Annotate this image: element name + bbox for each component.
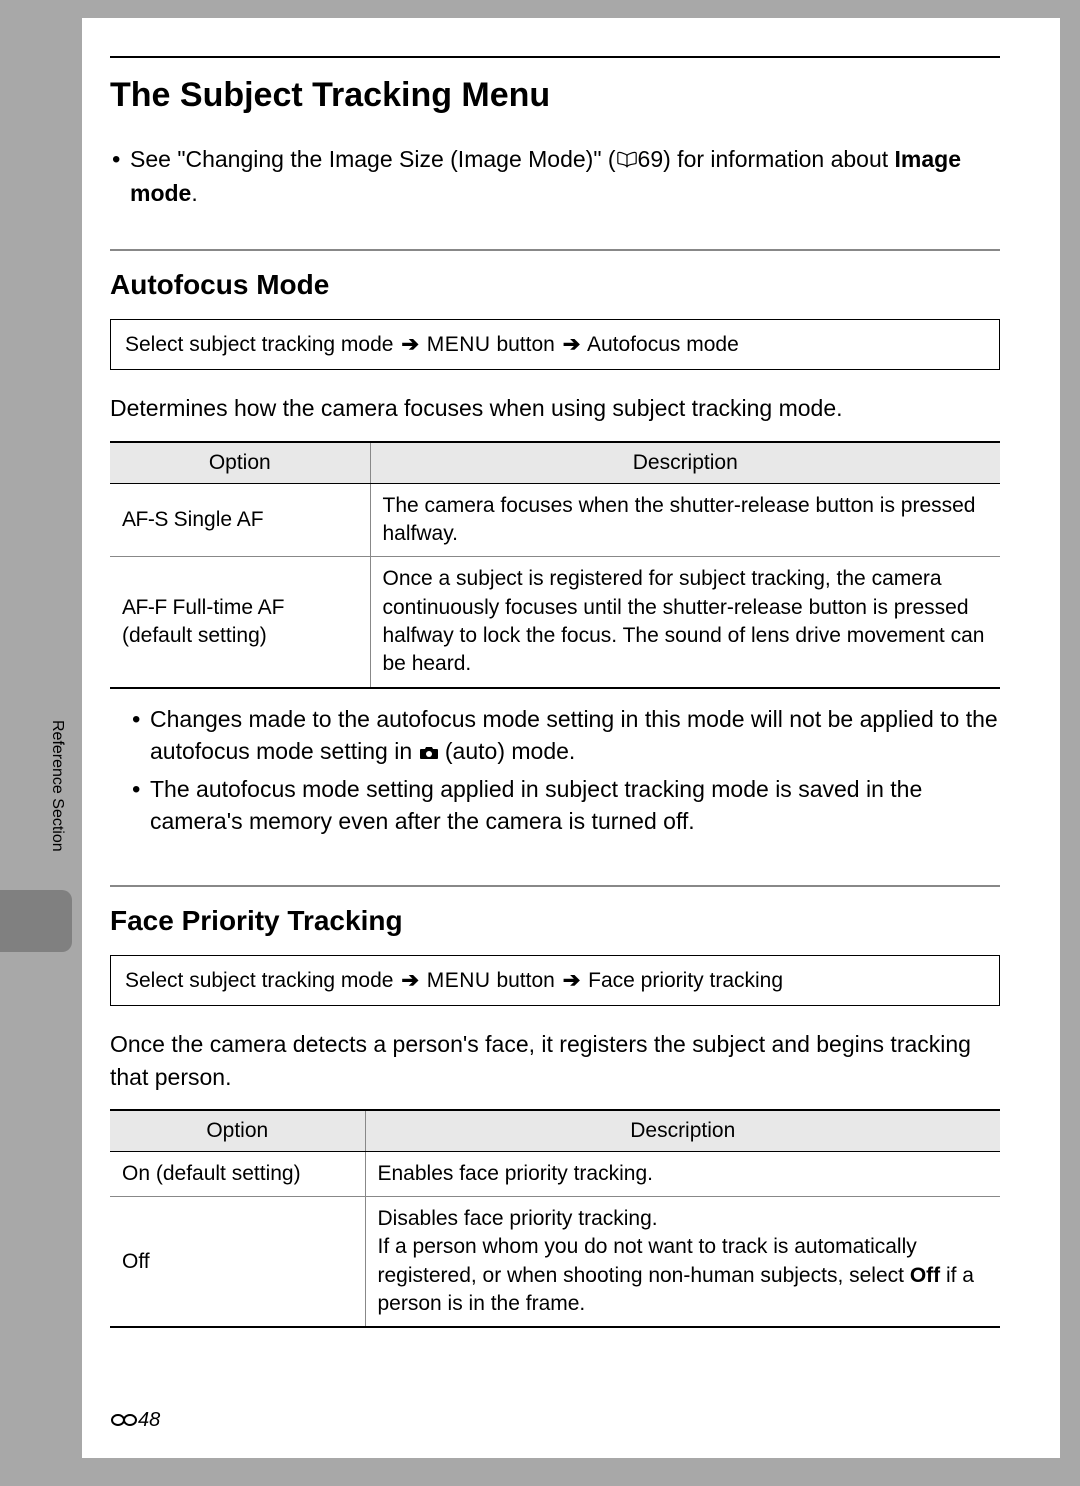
- intro-page-ref: 69: [638, 146, 664, 172]
- th-description: Description: [370, 442, 1000, 484]
- book-icon: [616, 145, 638, 177]
- td-desc: Once a subject is registered for subject…: [370, 557, 1000, 688]
- page-title: The Subject Tracking Menu: [110, 76, 1000, 115]
- th-option: Option: [110, 442, 370, 484]
- td-desc: Enables face priority tracking.: [365, 1151, 1000, 1196]
- page-number-value: 48: [138, 1409, 160, 1431]
- section-desc: Determines how the camera focuses when u…: [110, 392, 1000, 424]
- table-row: AF-F Full-time AF (default setting) Once…: [110, 557, 1000, 688]
- autofocus-table: Option Description AF-S Single AF The ca…: [110, 441, 1000, 689]
- arrow-icon: ➔: [401, 969, 419, 992]
- af-label: Single AF: [168, 508, 264, 531]
- intro-end: .: [191, 180, 197, 206]
- top-rule: [110, 56, 1000, 58]
- nav-path-autofocus: Select subject tracking mode ➔ MENU butt…: [110, 319, 1000, 370]
- td-option: On (default setting): [110, 1151, 365, 1196]
- note-1b: (auto) mode.: [439, 738, 576, 764]
- desc-line-b: If a person whom you do not want to trac…: [378, 1235, 917, 1286]
- nav-b-rest: button: [491, 333, 555, 356]
- table-row: Off Disables face priority tracking. If …: [110, 1197, 1000, 1328]
- desc-bold: Off: [910, 1264, 940, 1287]
- note-item: Changes made to the autofocus mode setti…: [150, 703, 1000, 769]
- table-row: AF-S Single AF The camera focuses when t…: [110, 483, 1000, 557]
- arrow-icon: ➔: [401, 333, 419, 356]
- nav-a: Select subject tracking mode: [125, 333, 393, 356]
- arrow-icon: ➔: [563, 333, 581, 356]
- notes-list: Changes made to the autofocus mode setti…: [110, 703, 1000, 838]
- nav-menu: MENU: [427, 333, 491, 356]
- section-heading-face: Face Priority Tracking: [110, 905, 1000, 937]
- section-rule: [110, 249, 1000, 251]
- camera-icon: [419, 737, 439, 769]
- arrow-icon: ➔: [563, 969, 581, 992]
- td-desc: Disables face priority tracking. If a pe…: [365, 1197, 1000, 1328]
- side-section-label: Reference Section: [48, 720, 66, 852]
- td-option: AF-S Single AF: [110, 483, 370, 557]
- desc-line-a: Disables face priority tracking.: [378, 1207, 658, 1230]
- af-sub: (default setting): [122, 624, 267, 647]
- af-code: AF-S: [122, 508, 168, 531]
- section-desc: Once the camera detects a person's face,…: [110, 1028, 1000, 1092]
- th-description: Description: [365, 1110, 1000, 1152]
- face-table: Option Description On (default setting) …: [110, 1109, 1000, 1329]
- section-rule: [110, 885, 1000, 887]
- page-number: 48: [110, 1409, 160, 1432]
- side-tab: [0, 890, 72, 952]
- td-option: AF-F Full-time AF (default setting): [110, 557, 370, 688]
- nav-c: Autofocus mode: [587, 333, 739, 356]
- nav-path-face: Select subject tracking mode ➔ MENU butt…: [110, 955, 1000, 1006]
- intro-list: See "Changing the Image Size (Image Mode…: [110, 143, 1000, 209]
- note-item: The autofocus mode setting applied in su…: [150, 773, 1000, 837]
- th-option: Option: [110, 1110, 365, 1152]
- link-icon: [110, 1409, 138, 1431]
- intro-text-suffix: ) for information about: [663, 146, 894, 172]
- nav-c: Face priority tracking: [588, 969, 783, 992]
- af-code: AF-F: [122, 596, 167, 619]
- nav-a: Select subject tracking mode: [125, 969, 393, 992]
- table-row: On (default setting) Enables face priori…: [110, 1151, 1000, 1196]
- section-heading-autofocus: Autofocus Mode: [110, 269, 1000, 301]
- intro-item: See "Changing the Image Size (Image Mode…: [130, 143, 1000, 209]
- nav-menu: MENU: [427, 969, 491, 992]
- td-option: Off: [110, 1197, 365, 1328]
- page-content: The Subject Tracking Menu See "Changing …: [82, 18, 1060, 1458]
- nav-b-rest: button: [491, 969, 555, 992]
- td-desc: The camera focuses when the shutter-rele…: [370, 483, 1000, 557]
- intro-text-prefix: See "Changing the Image Size (Image Mode…: [130, 146, 616, 172]
- af-label: Full-time AF: [167, 596, 285, 619]
